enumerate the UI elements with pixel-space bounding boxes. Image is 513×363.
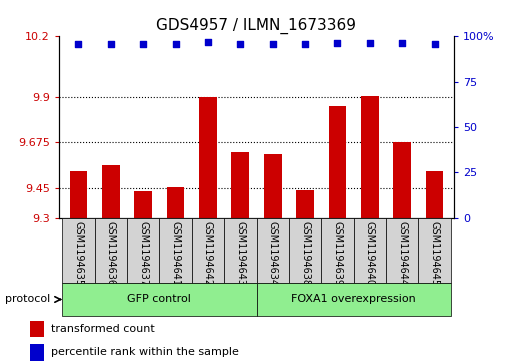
- Bar: [386, 218, 419, 283]
- Bar: [289, 218, 321, 283]
- Bar: [256, 283, 451, 316]
- Point: [236, 41, 244, 46]
- Bar: [296, 189, 314, 218]
- Bar: [192, 218, 224, 283]
- Bar: [70, 171, 87, 218]
- Bar: [30, 321, 44, 337]
- Bar: [127, 218, 160, 283]
- Text: FOXA1 overexpression: FOXA1 overexpression: [291, 294, 416, 305]
- Point: [398, 40, 406, 46]
- Text: GSM1194644: GSM1194644: [397, 221, 407, 286]
- Bar: [231, 152, 249, 218]
- Text: GSM1194640: GSM1194640: [365, 221, 375, 286]
- Text: GSM1194645: GSM1194645: [429, 221, 440, 286]
- Point: [204, 39, 212, 45]
- Bar: [94, 218, 127, 283]
- Bar: [256, 218, 289, 283]
- Point: [107, 41, 115, 46]
- Bar: [426, 171, 443, 218]
- Bar: [62, 218, 94, 283]
- Title: GDS4957 / ILMN_1673369: GDS4957 / ILMN_1673369: [156, 17, 357, 33]
- Point: [333, 40, 342, 46]
- Text: percentile rank within the sample: percentile rank within the sample: [51, 347, 239, 358]
- Bar: [321, 218, 353, 283]
- Point: [139, 41, 147, 47]
- Bar: [353, 218, 386, 283]
- Text: GSM1194636: GSM1194636: [106, 221, 116, 286]
- Bar: [167, 187, 185, 218]
- Bar: [102, 166, 120, 218]
- Bar: [328, 106, 346, 218]
- Text: GSM1194637: GSM1194637: [138, 221, 148, 286]
- Text: GSM1194639: GSM1194639: [332, 221, 343, 286]
- Bar: [224, 218, 256, 283]
- Text: GFP control: GFP control: [127, 294, 191, 305]
- Point: [269, 41, 277, 46]
- Point: [301, 41, 309, 47]
- Bar: [134, 191, 152, 218]
- Bar: [199, 97, 217, 218]
- Text: GSM1194642: GSM1194642: [203, 221, 213, 286]
- Bar: [30, 344, 44, 361]
- Bar: [393, 142, 411, 218]
- Bar: [160, 218, 192, 283]
- Bar: [361, 96, 379, 218]
- Text: transformed count: transformed count: [51, 324, 155, 334]
- Bar: [62, 283, 256, 316]
- Point: [366, 40, 374, 46]
- Point: [171, 41, 180, 47]
- Text: protocol: protocol: [5, 294, 50, 305]
- Text: GSM1194638: GSM1194638: [300, 221, 310, 286]
- Bar: [264, 154, 282, 218]
- Point: [74, 41, 83, 46]
- Point: [430, 41, 439, 46]
- Text: GSM1194641: GSM1194641: [170, 221, 181, 286]
- Text: GSM1194635: GSM1194635: [73, 221, 84, 286]
- Text: GSM1194634: GSM1194634: [268, 221, 278, 286]
- Bar: [419, 218, 451, 283]
- Text: GSM1194643: GSM1194643: [235, 221, 245, 286]
